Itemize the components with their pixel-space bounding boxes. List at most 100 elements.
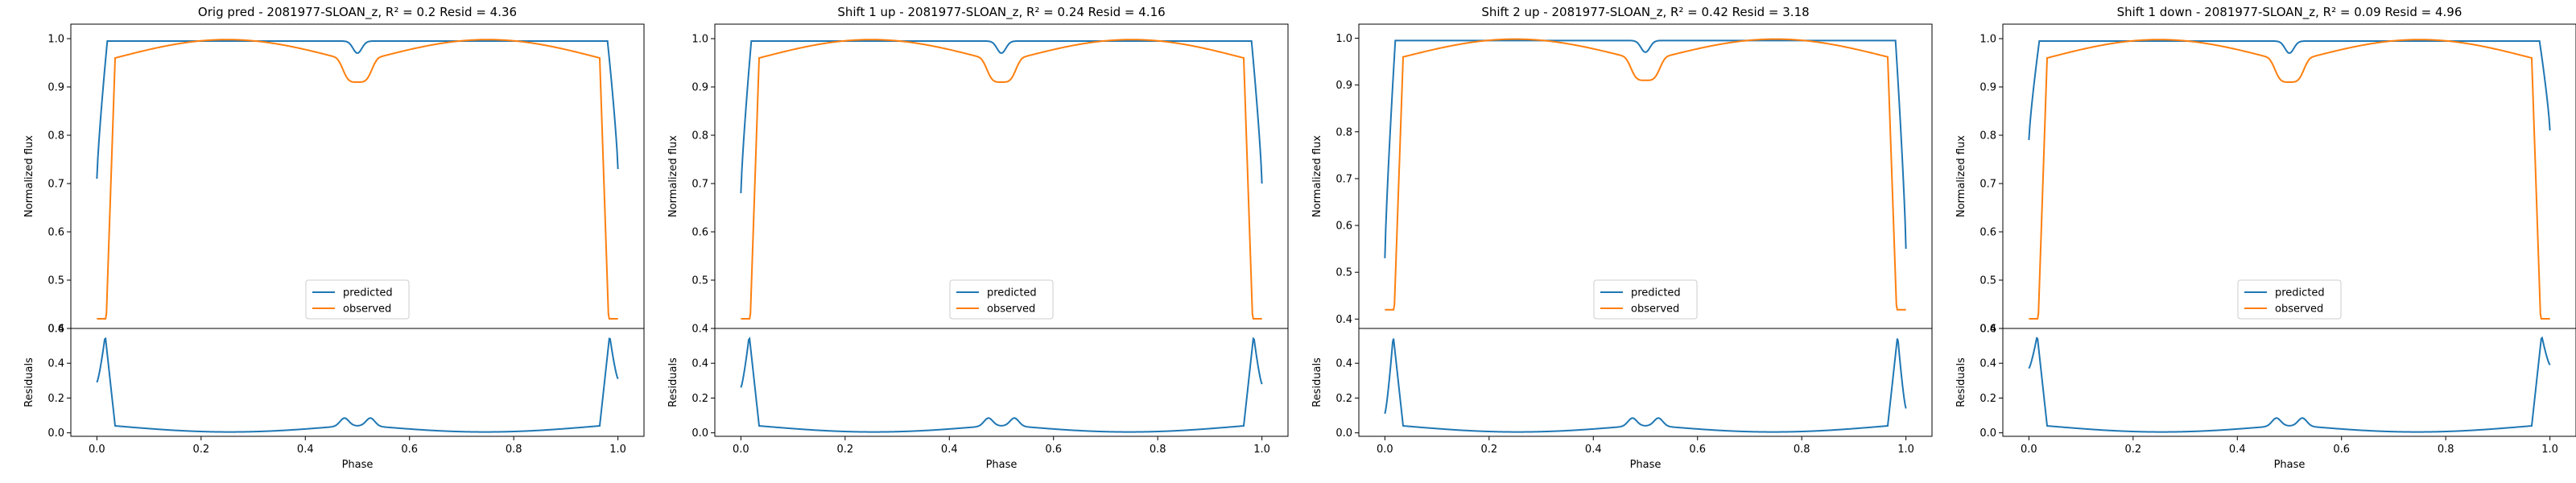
x-axis-label: Phase xyxy=(342,459,374,471)
residual-y-tick-label: 0.6 xyxy=(47,324,64,336)
legend-label: observed xyxy=(2275,303,2323,316)
legend-label: observed xyxy=(987,303,1035,316)
y-tick-label: 0.6 xyxy=(1979,227,1996,239)
x-tick-label: 0.0 xyxy=(1377,444,1393,456)
residual-y-tick-label: 0.2 xyxy=(47,393,64,405)
y-tick-label: 0.5 xyxy=(1979,275,1996,287)
x-tick-label: 0.4 xyxy=(2229,444,2246,456)
x-tick-label: 1.0 xyxy=(1897,444,1914,456)
x-tick-label: 0.6 xyxy=(1689,444,1706,456)
y-tick-label: 0.9 xyxy=(1979,82,1996,94)
chart-panel-3: Shift 2 up - 2081977-SLOAN_z, R² = 0.42 … xyxy=(1311,5,1933,471)
x-tick-label: 0.4 xyxy=(941,444,958,456)
y-tick-label: 1.0 xyxy=(691,34,708,46)
residual-axis-label: Residuals xyxy=(23,357,35,407)
x-tick-label: 1.0 xyxy=(609,444,626,456)
series-line-predicted xyxy=(740,40,1263,194)
residual-y-tick-label: 0.0 xyxy=(47,427,64,440)
x-tick-label: 0.0 xyxy=(733,444,749,456)
y-tick-label: 0.4 xyxy=(1335,314,1352,326)
residual-y-tick-label: 0.4 xyxy=(691,358,708,370)
y-tick-label: 0.5 xyxy=(1335,267,1352,279)
x-tick-label: 1.0 xyxy=(2541,444,2558,456)
x-tick-label: 0.2 xyxy=(1480,444,1497,456)
y-axis-label: Normalized flux xyxy=(1955,135,1967,217)
legend-label: observed xyxy=(1631,303,1679,316)
x-tick-label: 0.8 xyxy=(1150,444,1166,456)
residual-line xyxy=(1384,338,1907,433)
y-tick-label: 0.6 xyxy=(691,227,708,239)
y-tick-label: 0.7 xyxy=(691,179,708,191)
residual-y-tick-label: 0.2 xyxy=(691,393,708,405)
y-tick-label: 0.4 xyxy=(691,324,708,336)
chart-title: Orig pred - 2081977-SLOAN_z, R² = 0.2 Re… xyxy=(198,5,517,20)
x-tick-label: 0.8 xyxy=(1794,444,1810,456)
x-tick-label: 0.0 xyxy=(89,444,105,456)
y-tick-label: 0.6 xyxy=(1335,221,1352,233)
x-tick-label: 1.0 xyxy=(1253,444,1270,456)
residual-y-tick-label: 0.4 xyxy=(47,358,64,370)
residual-y-tick-label: 0.0 xyxy=(1979,427,1996,440)
y-axis-label: Normalized flux xyxy=(1311,135,1323,217)
y-tick-label: 0.5 xyxy=(691,275,708,287)
residual-axes-frame xyxy=(1358,328,1933,437)
x-tick-label: 0.8 xyxy=(506,444,522,456)
residual-y-tick-label: 0.0 xyxy=(1335,427,1352,440)
y-tick-label: 1.0 xyxy=(1335,33,1352,45)
chart-panel-2: Shift 1 up - 2081977-SLOAN_z, R² = 0.24 … xyxy=(667,5,1289,471)
x-tick-label: 0.4 xyxy=(297,444,314,456)
series-line-observed xyxy=(1385,38,1906,311)
series-line-observed xyxy=(2029,39,2550,320)
series-line-observed xyxy=(97,39,618,320)
chart-panel-4: Shift 1 down - 2081977-SLOAN_z, R² = 0.0… xyxy=(1955,5,2576,471)
residual-y-tick-label: 0.0 xyxy=(691,427,708,440)
x-tick-label: 0.8 xyxy=(2438,444,2454,456)
y-tick-label: 0.4 xyxy=(1979,324,1996,336)
y-tick-label: 0.5 xyxy=(47,275,64,287)
y-tick-label: 0.9 xyxy=(1335,80,1352,92)
legend-label: observed xyxy=(343,303,391,316)
series-line-predicted xyxy=(2028,40,2551,141)
y-tick-label: 0.9 xyxy=(47,82,64,94)
y-tick-label: 1.0 xyxy=(1979,34,1996,46)
x-tick-label: 0.6 xyxy=(1045,444,1062,456)
y-tick-label: 0.8 xyxy=(1979,130,1996,142)
x-tick-label: 0.4 xyxy=(1585,444,1602,456)
series-line-predicted xyxy=(1384,39,1907,258)
x-tick-label: 0.2 xyxy=(2124,444,2141,456)
chart-title: Shift 1 up - 2081977-SLOAN_z, R² = 0.24 … xyxy=(837,5,1165,20)
y-axis-label: Normalized flux xyxy=(23,135,35,217)
residual-axes-frame xyxy=(714,328,1289,437)
y-tick-label: 0.6 xyxy=(47,227,64,239)
residual-axis-label: Residuals xyxy=(667,357,679,407)
y-tick-label: 0.7 xyxy=(1335,173,1352,185)
x-tick-label: 0.6 xyxy=(2333,444,2350,456)
x-axis-label: Phase xyxy=(986,459,1018,471)
x-tick-label: 0.0 xyxy=(2021,444,2037,456)
residual-y-tick-label: 0.2 xyxy=(1335,393,1352,405)
x-tick-label: 0.6 xyxy=(401,444,418,456)
residual-axes-frame xyxy=(2002,328,2576,437)
residual-axes-frame xyxy=(70,328,645,437)
residual-axis-label: Residuals xyxy=(1311,357,1323,407)
y-tick-label: 0.8 xyxy=(47,130,64,142)
x-axis-label: Phase xyxy=(1630,459,1662,471)
y-tick-label: 0.4 xyxy=(47,324,64,336)
legend-label: predicted xyxy=(2275,287,2325,299)
residual-line xyxy=(740,336,1263,433)
y-tick-label: 0.7 xyxy=(1979,179,1996,191)
y-tick-label: 0.8 xyxy=(691,130,708,142)
legend-label: predicted xyxy=(343,287,393,299)
chart-panel-1: Orig pred - 2081977-SLOAN_z, R² = 0.2 Re… xyxy=(23,5,645,471)
legend-label: predicted xyxy=(1631,287,1681,299)
residual-y-tick-label: 0.6 xyxy=(1979,324,1996,336)
series-line-observed xyxy=(741,39,1262,320)
chart-title: Shift 2 up - 2081977-SLOAN_z, R² = 0.42 … xyxy=(1481,5,1809,20)
x-tick-label: 0.2 xyxy=(192,444,209,456)
residual-line xyxy=(96,336,619,433)
y-axis-label: Normalized flux xyxy=(667,135,679,217)
legend-label: predicted xyxy=(987,287,1037,299)
series-line-predicted xyxy=(96,40,619,180)
y-tick-label: 0.9 xyxy=(691,82,708,94)
